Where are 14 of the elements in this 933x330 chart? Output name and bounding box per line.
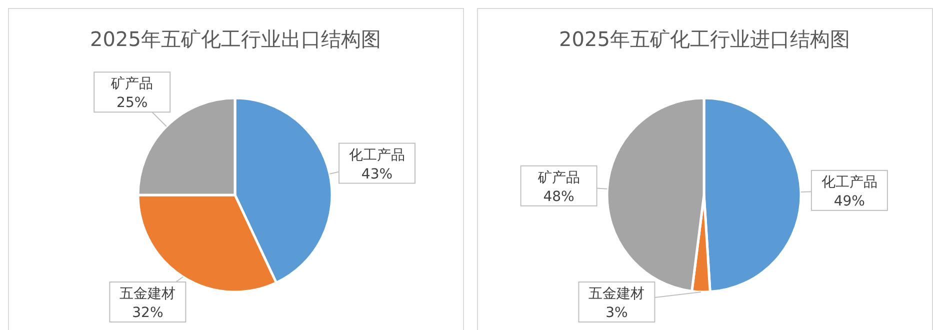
- data-label: 32%: [132, 305, 164, 321]
- data-label: 43%: [361, 166, 393, 182]
- data-label: 25%: [116, 95, 148, 112]
- data-label: 3%: [606, 305, 628, 321]
- slice-label: 矿产品: [110, 76, 154, 92]
- data-label: 49%: [834, 193, 865, 210]
- slice-label: 五金建材: [120, 286, 176, 302]
- slice-label: 五金建材: [588, 286, 645, 302]
- chart-title: 2025年五矿化工行业出口结构图: [90, 27, 381, 51]
- slice-label: 化工产品: [348, 147, 405, 164]
- chart-title: 2025年五矿化工行业进口结构图: [559, 27, 850, 51]
- data-label: 48%: [543, 188, 574, 205]
- slice-label: 化工产品: [821, 174, 878, 190]
- slice-label: 矿产品: [536, 170, 580, 186]
